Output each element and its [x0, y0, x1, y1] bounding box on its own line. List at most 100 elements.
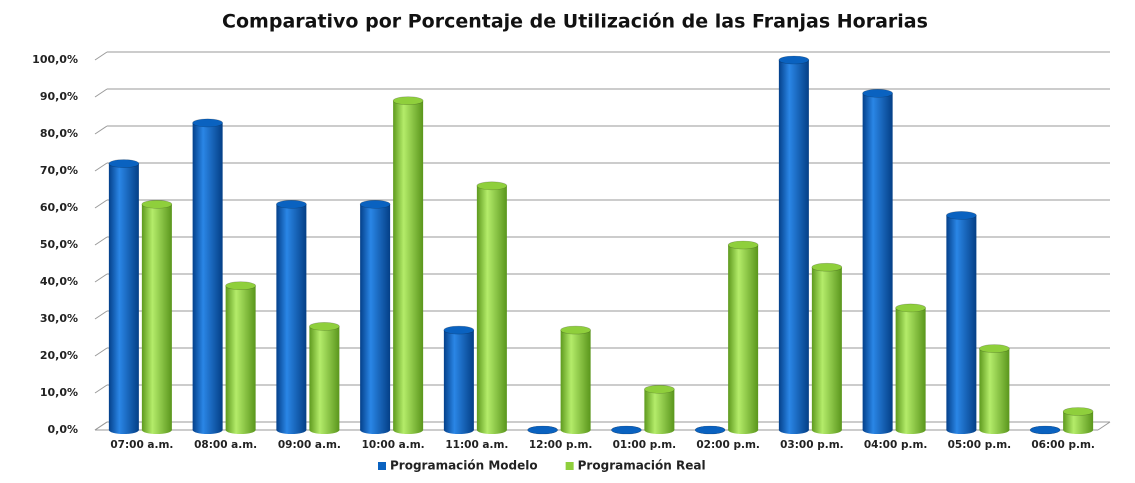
bar — [141, 204, 172, 430]
y-tick-label: 20,0% — [40, 349, 78, 362]
bar-base — [108, 426, 139, 434]
bar-cap — [979, 344, 1010, 353]
y-tick-label: 0,0% — [47, 423, 78, 436]
bar-cap — [862, 89, 893, 98]
legend-swatch — [565, 462, 574, 470]
bar-cap — [946, 211, 977, 220]
bar — [946, 215, 977, 430]
bar-cap — [811, 262, 843, 272]
x-tick-label: 06:00 p.m. — [1031, 439, 1095, 451]
grid-tick — [94, 273, 108, 283]
bar-base — [862, 426, 893, 434]
x-tick-label: 07:00 a.m. — [110, 439, 173, 451]
x-tick-label: 11:00 a.m. — [445, 439, 508, 451]
x-tick-label: 01:00 p.m. — [613, 439, 677, 451]
y-tick-label: 100,0% — [32, 53, 78, 66]
bar-base — [141, 426, 172, 434]
bar-cap — [309, 322, 340, 331]
bar-cap — [560, 325, 591, 335]
bar — [862, 93, 893, 431]
y-tick-label: 30,0% — [40, 312, 78, 325]
bar-cap — [276, 200, 307, 209]
chart-title: Comparativo por Porcentaje de Utilizació… — [222, 11, 928, 33]
bar — [728, 245, 759, 430]
x-tick-label: 04:00 p.m. — [864, 439, 928, 451]
bar-cap — [476, 181, 508, 191]
bar — [895, 307, 926, 430]
bar-cap — [694, 425, 726, 435]
bar-cap — [443, 325, 475, 335]
bar-base — [393, 426, 424, 434]
x-tick-label: 05:00 p.m. — [948, 439, 1012, 451]
bar-base — [360, 426, 391, 434]
bar-cap — [392, 96, 424, 105]
bar — [811, 267, 842, 430]
bar-cap — [611, 425, 642, 435]
axis — [1097, 421, 1111, 431]
grid-tick — [94, 347, 108, 357]
grid-tick — [94, 51, 108, 61]
bar-cap — [644, 384, 675, 394]
bar-cap — [192, 118, 223, 128]
bar-base — [895, 426, 926, 434]
bar-base — [560, 426, 591, 434]
bar-cap — [778, 55, 810, 65]
bar-base — [276, 426, 307, 434]
bar — [393, 100, 424, 430]
y-tick-label: 60,0% — [40, 201, 78, 214]
bar — [108, 163, 139, 430]
bar-base — [192, 426, 223, 434]
bar-base — [811, 426, 842, 434]
x-tick-label: 03:00 p.m. — [780, 439, 844, 451]
y-tick-label: 50,0% — [40, 238, 78, 251]
bar-cap — [108, 159, 140, 168]
grid-tick — [94, 88, 108, 98]
bar-base — [309, 426, 340, 434]
bar-cap — [1029, 425, 1061, 435]
legend-swatch — [378, 462, 386, 470]
bar — [225, 285, 256, 430]
x-tick-label: 12:00 p.m. — [529, 439, 593, 451]
x-tick-label: 02:00 p.m. — [696, 439, 760, 451]
y-tick-label: 10,0% — [40, 386, 78, 399]
bar — [778, 60, 809, 430]
bar — [309, 326, 340, 430]
x-tick-label: 09:00 a.m. — [278, 439, 341, 451]
grid-tick — [94, 421, 108, 431]
grid-tick — [94, 310, 108, 320]
legend-label: Programación Modelo — [390, 459, 538, 473]
grid-tick — [94, 162, 108, 172]
bar-base — [476, 426, 507, 434]
legend-label: Programación Real — [578, 459, 706, 473]
grid-tick — [94, 199, 108, 209]
bar-base — [946, 426, 977, 434]
x-tick-label: 10:00 a.m. — [362, 439, 425, 451]
bar — [1063, 411, 1094, 430]
grid-tick — [94, 236, 108, 246]
bar-cap — [1062, 407, 1094, 416]
bar — [443, 330, 474, 430]
y-tick-label: 90,0% — [40, 90, 78, 103]
bar-base — [728, 426, 759, 434]
bar-base — [979, 426, 1010, 434]
bar — [644, 389, 675, 430]
bar — [360, 204, 391, 430]
bar — [276, 204, 307, 430]
bar-cap — [141, 200, 173, 209]
bar-base — [778, 426, 809, 434]
x-tick-label: 08:00 a.m. — [194, 439, 257, 451]
bar-base — [1063, 426, 1094, 434]
bar-base — [225, 426, 256, 434]
grid-tick — [94, 125, 108, 135]
y-tick-label: 40,0% — [40, 275, 78, 288]
bar-base — [644, 426, 675, 434]
y-tick-label: 70,0% — [40, 164, 78, 177]
bar-base — [443, 426, 474, 434]
bar-cap — [527, 425, 558, 435]
bar — [979, 348, 1010, 430]
grid-tick — [94, 384, 108, 394]
bar-cap — [895, 303, 926, 313]
bar — [560, 330, 591, 430]
y-tick-label: 80,0% — [40, 127, 78, 140]
